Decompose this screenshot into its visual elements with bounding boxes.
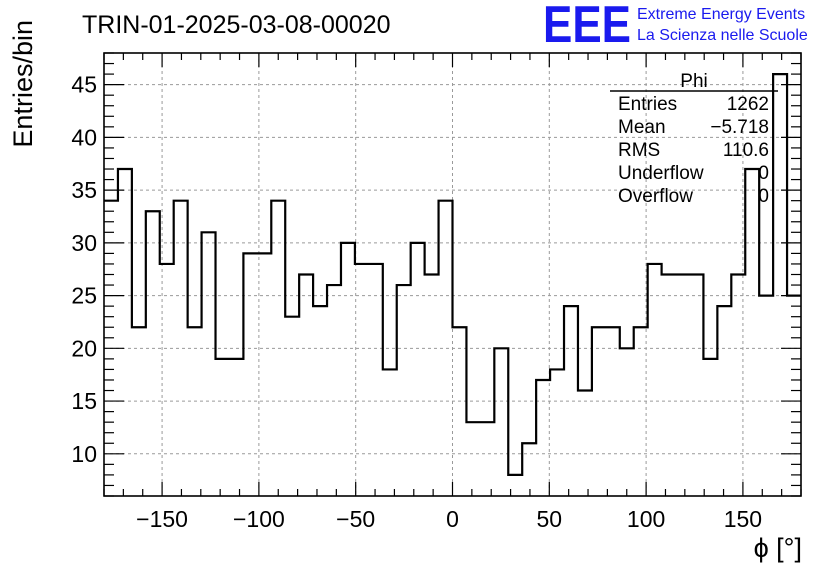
histogram-bin [313,306,327,496]
histogram-bin [550,369,564,496]
histogram-bin [299,275,313,497]
stats-box: Phi Entries 1262 Mean −5.718 RMS 110.6 Underfl… [610,71,778,207]
stats-row-value: 1262 [727,94,769,115]
histogram-bin [494,348,508,496]
x-tick-label: 100 [627,506,665,532]
histogram-bin [369,264,383,496]
y-tick-label: 40 [71,124,97,150]
histogram-bin [703,359,717,496]
histogram-bin [327,285,341,496]
histogram-bin [271,201,285,496]
logo-line-1: Extreme Energy Events [637,6,805,23]
histogram-bin [257,253,271,496]
y-tick-label: 45 [71,72,97,98]
histogram-bin [411,243,425,496]
eee-logo: EEE Extreme Energy Events La Scienza nel… [543,0,808,54]
histogram-bin [620,348,634,496]
histogram-bin [174,201,188,496]
y-tick-label: 25 [71,283,97,309]
x-tick-label: −150 [136,506,188,532]
histogram-bin [188,327,202,496]
histogram-bin [160,264,174,496]
histogram-bin [146,211,160,496]
histogram-bars [104,72,801,497]
eee-logo-mark: EEE [543,0,631,54]
histogram-outline [104,72,801,477]
histogram-bin [745,169,759,496]
x-tick-label: 0 [446,506,459,532]
histogram-bin [397,285,411,496]
histogram-bin [118,169,132,496]
histogram-bin [759,296,773,496]
x-tick-label: 150 [724,506,762,532]
histogram-bin [202,232,216,496]
histogram-bin [453,327,467,496]
stats-row-value: 0 [758,186,769,207]
histogram-bin [787,296,801,496]
histogram-bin [466,422,480,496]
histogram-bin [383,369,397,496]
stats-row-label: RMS [618,140,660,161]
stats-row-value: 0 [758,163,769,184]
y-tick-label: 10 [71,441,97,467]
x-tick-label: −50 [336,506,375,532]
histogram-bin [592,327,606,496]
histogram-bin [341,243,355,496]
x-tick-label: −100 [233,506,285,532]
histogram-bin [229,359,243,496]
y-tick-label: 20 [71,335,97,361]
histogram-bin [243,253,257,496]
x-axis-ticks: −150 −100 −50 0 50 100 150 [103,53,802,532]
histogram-bin [536,380,550,496]
stats-row-value: −5.718 [710,117,769,138]
histogram-bin [480,422,494,496]
y-tick-label: 35 [71,177,97,203]
logo-line-2: La Scienza nelle Scuole [637,27,808,44]
histogram-bin [662,275,676,497]
stats-row-label: Mean [618,117,666,138]
histogram-bin [132,327,146,496]
y-tick-label: 15 [71,388,97,414]
histogram-bin [522,443,536,496]
stats-box-title: Phi [680,71,707,92]
histogram-bin [634,327,648,496]
histogram-bin [578,391,592,496]
histogram-bin [676,275,690,497]
x-axis-label: ϕ [°] [754,533,802,563]
histogram-bin [731,275,745,497]
y-tick-label: 30 [71,230,97,256]
histogram-bin [425,275,439,497]
histogram-bin [689,275,703,497]
stats-row-label: Overflow [618,186,693,207]
x-tick-label: 50 [537,506,563,532]
histogram-bin [285,317,299,496]
histogram-bin [717,306,731,496]
histogram-bin [216,359,230,496]
stats-row-value: 110.6 [723,140,769,161]
stats-row-label: Entries [618,94,677,115]
stats-row-label: Underflow [618,163,704,184]
y-axis-ticks: 10 15 20 25 30 35 40 45 [71,52,801,497]
chart-title: TRIN-01-2025-03-08-00020 [82,11,391,39]
histogram-bin [648,264,662,496]
histogram-bin [606,327,620,496]
histogram-bin [355,264,369,496]
y-axis-label: Entries/bin [8,20,38,148]
histogram-bin [564,306,578,496]
histogram-bin [439,201,453,496]
